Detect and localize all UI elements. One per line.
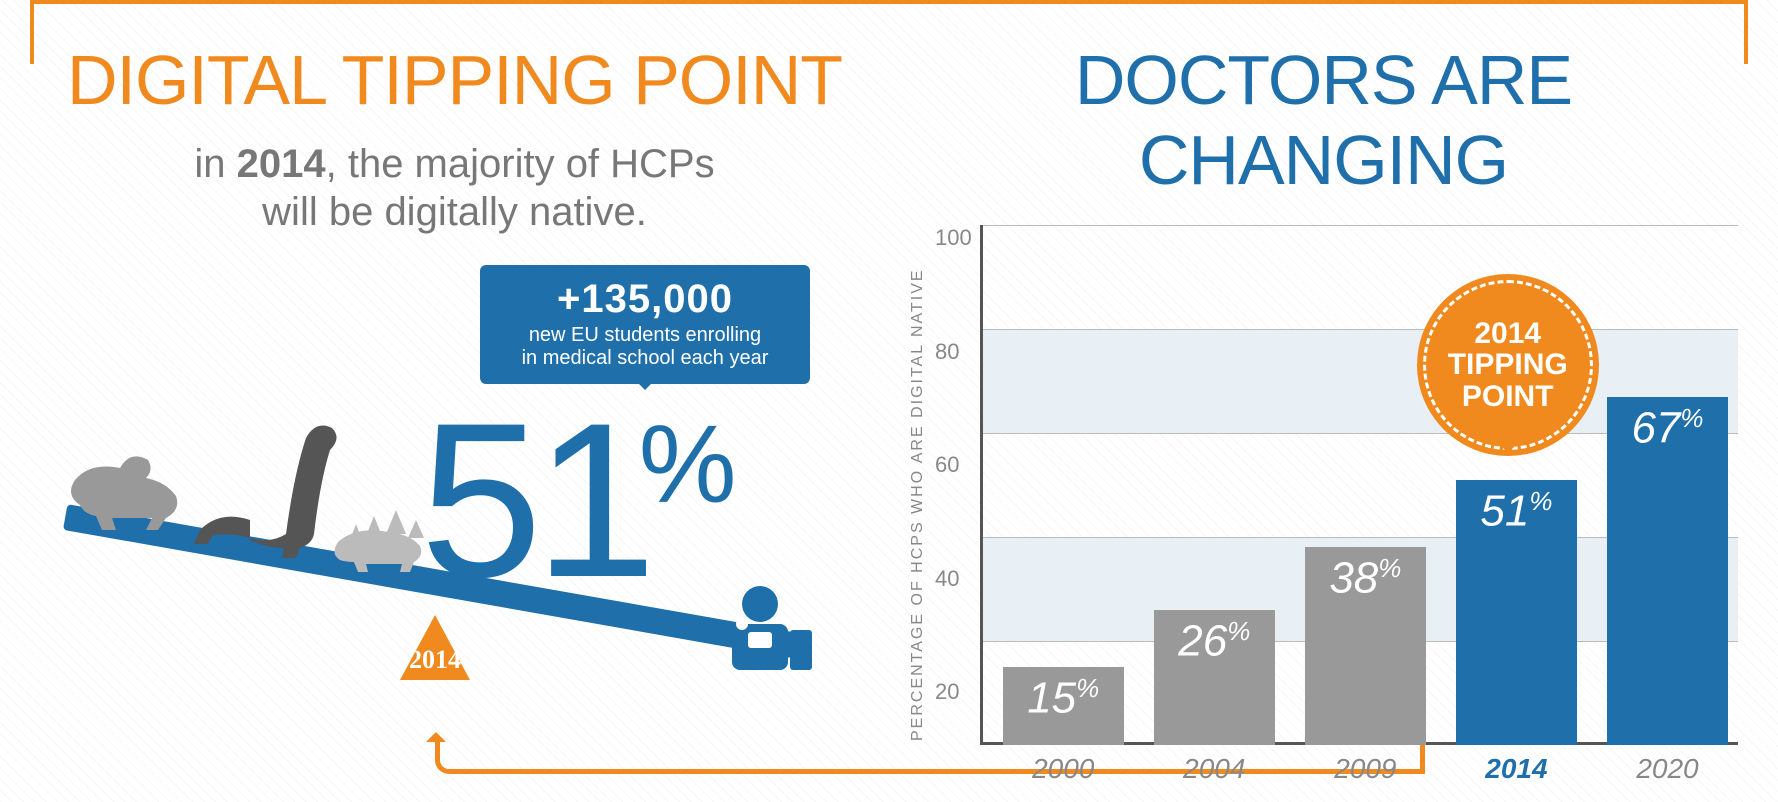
bars-container: 15%200026%200438%200951%201467%2020 — [1003, 225, 1728, 745]
top-bracket — [30, 0, 1748, 40]
bar-value: 51% — [1480, 486, 1552, 537]
subtitle-prefix: in — [194, 142, 236, 186]
subtitle-year: 2014 — [237, 142, 326, 186]
bar: 15%2000 — [1003, 667, 1124, 745]
bar-xlabel: 2004 — [1154, 753, 1275, 785]
subtitle-line2: will be digitally native. — [262, 190, 647, 234]
seesaw-illustration: 2014 — [40, 410, 840, 740]
y-axis-label: PERCENTAGE OF HCPS WHO ARE DIGITAL NATIV… — [909, 225, 927, 785]
badge-l2: TIPPING — [1448, 348, 1568, 381]
connector-arrow-up — [426, 722, 446, 742]
y-tick: 20 — [935, 679, 972, 705]
tipping-badge: 2014 TIPPING POINT — [1423, 280, 1593, 450]
callout-box: +135,000 new EU students enrolling in me… — [480, 265, 810, 384]
bar-xlabel: 2014 — [1456, 753, 1577, 785]
callout-text: new EU students enrolling in medical sch… — [504, 324, 786, 370]
bar: 67%2020 — [1607, 397, 1728, 745]
bar: 38%2009 — [1305, 547, 1426, 745]
callout-l1: new EU students enrolling — [529, 324, 761, 346]
bar-xlabel: 2020 — [1607, 753, 1728, 785]
left-subtitle: in 2014, the majority of HCPs will be di… — [40, 140, 869, 236]
right-heading: DOCTORS ARE CHANGING — [909, 40, 1738, 200]
y-tick: 40 — [935, 566, 972, 592]
plot-area: 15%200026%200438%200951%201467%2020 2014… — [980, 225, 1738, 745]
bar-value: 26% — [1178, 616, 1250, 667]
bar-xlabel: 2000 — [1003, 753, 1124, 785]
badge-l1: 2014 — [1474, 317, 1541, 350]
left-panel: DIGITAL TIPPING POINT in 2014, the major… — [40, 40, 869, 760]
chart: PERCENTAGE OF HCPS WHO ARE DIGITAL NATIV… — [909, 225, 1738, 785]
y-ticks: 100 80 60 40 20 — [927, 225, 980, 745]
y-tick: 100 — [935, 225, 972, 251]
fulcrum-label: 2014 — [409, 645, 461, 674]
bar-value: 67% — [1631, 403, 1703, 454]
callout-number: +135,000 — [504, 277, 786, 322]
bar: 26%2004 — [1154, 610, 1275, 745]
y-tick: 80 — [935, 339, 972, 365]
bar-value: 15% — [1027, 673, 1099, 724]
callout-l2: in medical school each year — [522, 347, 769, 369]
right-panel: DOCTORS ARE CHANGING PERCENTAGE OF HCPS … — [909, 40, 1738, 760]
bar-value: 38% — [1329, 553, 1401, 604]
badge-l3: POINT — [1462, 380, 1554, 413]
left-heading: DIGITAL TIPPING POINT — [40, 40, 869, 120]
bar: 51%2014 — [1456, 480, 1577, 745]
connector-line — [435, 740, 1425, 774]
bar-xlabel: 2009 — [1305, 753, 1426, 785]
subtitle-rest: , the majority of HCPs — [326, 142, 715, 186]
y-tick: 60 — [935, 452, 972, 478]
main-container: DIGITAL TIPPING POINT in 2014, the major… — [0, 0, 1778, 760]
